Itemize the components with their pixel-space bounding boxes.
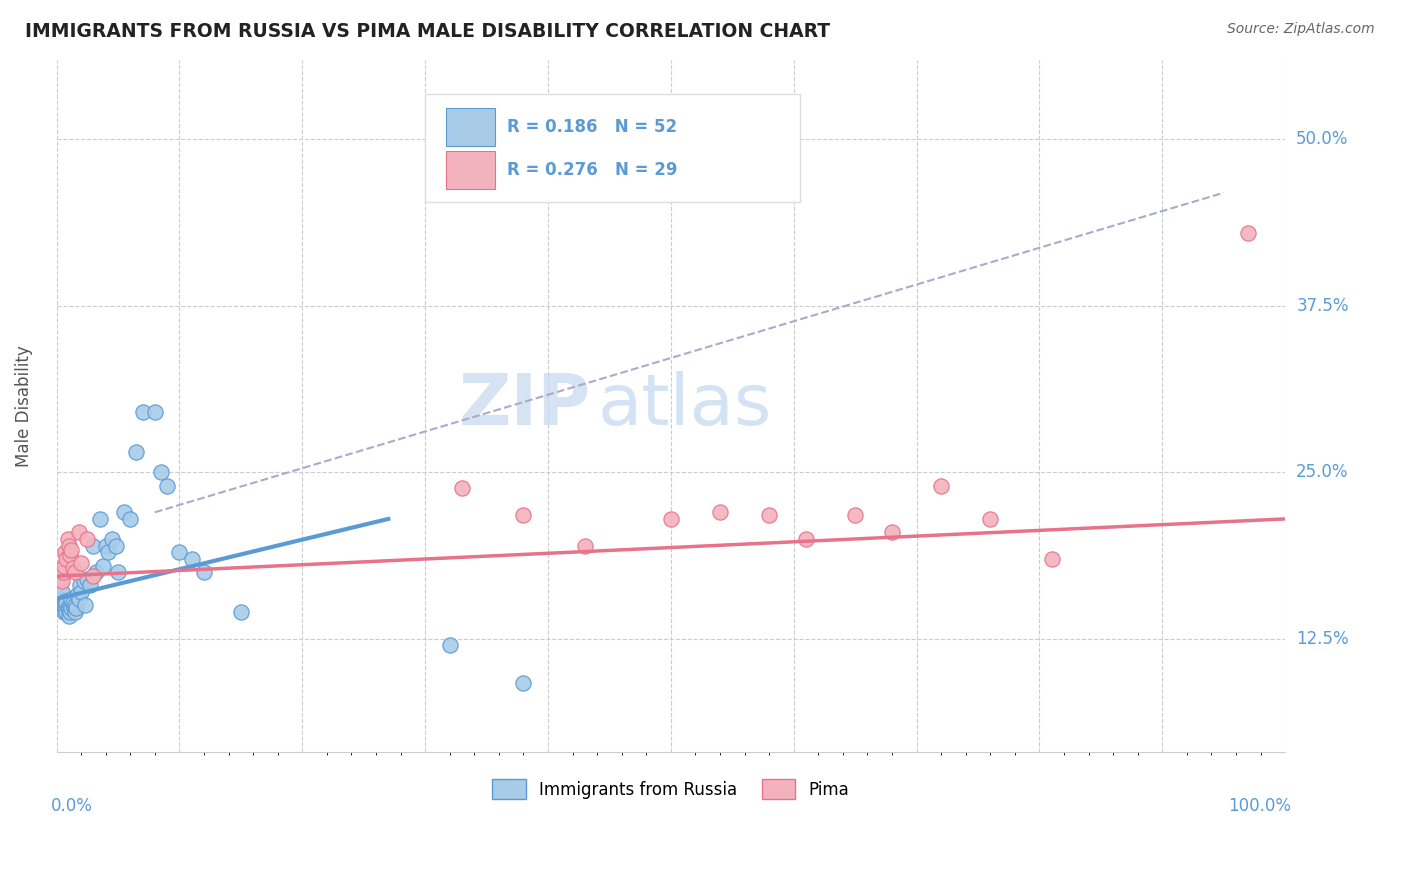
Point bbox=[979, 512, 1001, 526]
Point bbox=[59, 605, 82, 619]
Point bbox=[73, 599, 96, 613]
Text: 25.0%: 25.0% bbox=[1296, 463, 1348, 482]
Point bbox=[58, 609, 80, 624]
Point bbox=[59, 548, 82, 562]
Point bbox=[63, 599, 86, 613]
Text: 37.5%: 37.5% bbox=[1296, 297, 1348, 315]
Point bbox=[66, 588, 89, 602]
Text: IMMIGRANTS FROM RUSSIA VS PIMA MALE DISABILITY CORRELATION CHART: IMMIGRANTS FROM RUSSIA VS PIMA MALE DISA… bbox=[25, 22, 831, 41]
Point bbox=[63, 605, 86, 619]
FancyBboxPatch shape bbox=[425, 95, 800, 202]
Point bbox=[794, 532, 817, 546]
Point bbox=[229, 605, 252, 619]
Point bbox=[53, 545, 76, 559]
Point bbox=[52, 565, 75, 579]
Point bbox=[150, 466, 173, 480]
Point bbox=[880, 525, 903, 540]
Point bbox=[112, 505, 135, 519]
Point bbox=[60, 542, 83, 557]
Point bbox=[91, 558, 114, 573]
Text: 12.5%: 12.5% bbox=[1296, 630, 1348, 648]
Point bbox=[62, 561, 84, 575]
Point bbox=[53, 601, 76, 615]
Bar bbox=[446, 151, 495, 189]
Point bbox=[58, 539, 80, 553]
Point bbox=[156, 478, 179, 492]
Point bbox=[97, 545, 120, 559]
Point bbox=[107, 565, 129, 579]
Point bbox=[60, 601, 83, 615]
Point bbox=[574, 539, 596, 553]
Point bbox=[52, 601, 75, 615]
Point bbox=[79, 578, 101, 592]
Point bbox=[58, 602, 80, 616]
Point bbox=[76, 532, 98, 546]
Text: ZIP: ZIP bbox=[458, 371, 591, 441]
Point bbox=[56, 532, 79, 546]
Point bbox=[89, 512, 111, 526]
Point bbox=[120, 512, 142, 526]
Point bbox=[758, 508, 780, 522]
Point bbox=[63, 565, 86, 579]
Point bbox=[1237, 226, 1260, 240]
Point bbox=[180, 552, 202, 566]
Bar bbox=[446, 108, 495, 146]
Point bbox=[439, 639, 461, 653]
Point bbox=[49, 591, 72, 606]
Legend: Immigrants from Russia, Pima: Immigrants from Russia, Pima bbox=[485, 772, 856, 805]
Point bbox=[56, 601, 79, 615]
Y-axis label: Male Disability: Male Disability bbox=[15, 345, 32, 467]
Text: atlas: atlas bbox=[598, 371, 772, 441]
Point bbox=[104, 539, 127, 553]
Point bbox=[62, 601, 84, 615]
Point bbox=[844, 508, 866, 522]
Point bbox=[72, 574, 94, 589]
Point bbox=[55, 605, 77, 619]
Point bbox=[65, 601, 87, 615]
Point bbox=[67, 591, 90, 606]
Point bbox=[94, 539, 117, 553]
Point bbox=[82, 539, 104, 553]
Point bbox=[55, 596, 77, 610]
Point bbox=[55, 552, 77, 566]
Point bbox=[60, 591, 83, 606]
Point bbox=[131, 405, 153, 419]
Point bbox=[125, 445, 148, 459]
Point bbox=[59, 599, 82, 613]
Point bbox=[67, 525, 90, 540]
Point bbox=[70, 556, 93, 570]
Point bbox=[709, 505, 731, 519]
Text: 100.0%: 100.0% bbox=[1229, 797, 1291, 815]
Point bbox=[512, 675, 534, 690]
Point bbox=[451, 481, 474, 495]
Point bbox=[659, 512, 682, 526]
Point bbox=[512, 508, 534, 522]
Point bbox=[84, 565, 107, 579]
Point bbox=[53, 605, 76, 619]
Text: 0.0%: 0.0% bbox=[51, 797, 93, 815]
Point bbox=[929, 478, 952, 492]
Point bbox=[193, 565, 215, 579]
Text: Source: ZipAtlas.com: Source: ZipAtlas.com bbox=[1227, 22, 1375, 37]
Point bbox=[76, 572, 98, 586]
Text: R = 0.186   N = 52: R = 0.186 N = 52 bbox=[508, 119, 678, 136]
Point bbox=[82, 569, 104, 583]
Point bbox=[70, 585, 93, 599]
Point bbox=[51, 585, 73, 599]
Point bbox=[1040, 552, 1063, 566]
Point bbox=[53, 594, 76, 608]
Point bbox=[49, 572, 72, 586]
Text: 50.0%: 50.0% bbox=[1296, 130, 1348, 148]
Point bbox=[51, 574, 73, 589]
Point bbox=[52, 596, 75, 610]
Point bbox=[101, 532, 124, 546]
Text: R = 0.276   N = 29: R = 0.276 N = 29 bbox=[508, 161, 678, 179]
Point bbox=[169, 545, 191, 559]
Point bbox=[62, 596, 84, 610]
Point bbox=[53, 599, 76, 613]
Point bbox=[69, 578, 91, 592]
Point bbox=[53, 558, 76, 573]
Point bbox=[143, 405, 166, 419]
